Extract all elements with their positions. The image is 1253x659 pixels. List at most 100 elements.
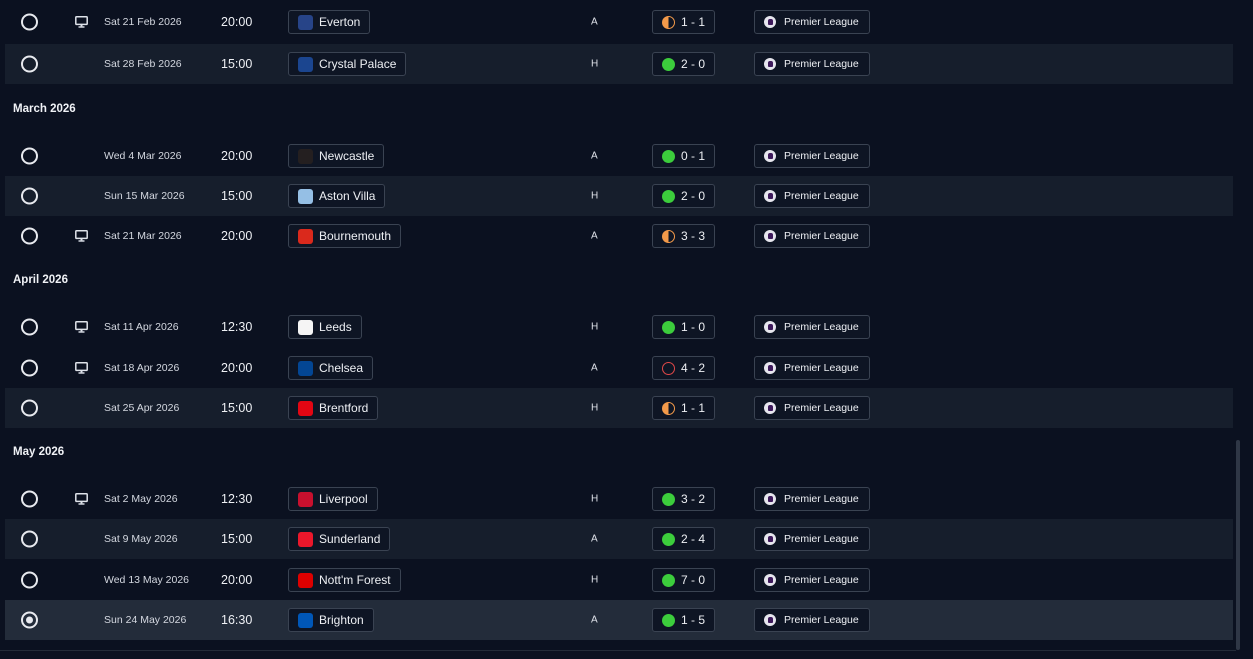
month-header: April 2026 — [5, 261, 1233, 303]
venue: H — [591, 402, 599, 414]
opponent-name: Bournemouth — [319, 229, 392, 243]
opponent-button[interactable]: Brighton — [288, 608, 374, 632]
everton-crest-icon — [298, 14, 313, 30]
fixture-row[interactable]: Sat 21 Mar 2026 20:00 Bournemouth A 3 - … — [5, 216, 1233, 256]
fixture-row[interactable]: Wed 4 Mar 2026 20:00 Newcastle A 0 - 1 P… — [5, 136, 1233, 176]
premier-league-icon — [764, 16, 776, 28]
fixture-date: Sat 25 Apr 2026 — [104, 402, 180, 414]
fixture-row[interactable]: Sat 9 May 2026 15:00 Sunderland A 2 - 4 … — [5, 519, 1233, 559]
opponent-button[interactable]: Nott'm Forest — [288, 568, 401, 592]
fixture-row[interactable]: Sat 28 Feb 2026 15:00 Crystal Palace H 2… — [5, 44, 1233, 84]
result-button[interactable]: 1 - 0 — [652, 315, 716, 339]
competition-button[interactable]: Premier League — [754, 608, 870, 632]
premier-league-icon — [764, 493, 776, 505]
venue: H — [591, 190, 599, 202]
win-indicator-icon — [662, 57, 675, 71]
opponent-button[interactable]: Bournemouth — [288, 224, 402, 248]
fixture-time: 20:00 — [221, 361, 253, 375]
fixture-radio[interactable] — [21, 490, 38, 508]
fixture-radio[interactable] — [21, 611, 38, 629]
competition-name: Premier League — [784, 16, 859, 28]
opponent-button[interactable]: Sunderland — [288, 527, 391, 551]
opponent-button[interactable]: Brentford — [288, 396, 379, 420]
result-button[interactable]: 1 - 1 — [652, 10, 716, 34]
result-button[interactable]: 1 - 5 — [652, 608, 716, 632]
fixture-row[interactable]: Sun 15 Mar 2026 15:00 Aston Villa H 2 - … — [5, 176, 1233, 216]
crystal-palace-crest-icon — [298, 56, 313, 72]
competition-button[interactable]: Premier League — [754, 10, 870, 34]
fixture-radio[interactable] — [21, 147, 38, 165]
score: 4 - 2 — [681, 361, 706, 375]
venue: A — [591, 150, 598, 162]
competition-button[interactable]: Premier League — [754, 144, 870, 168]
tv-icon — [75, 362, 88, 374]
competition-name: Premier League — [784, 58, 859, 70]
fixture-row[interactable]: Wed 13 May 2026 20:00 Nott'm Forest H 7 … — [5, 560, 1233, 600]
fixture-radio[interactable] — [21, 187, 38, 205]
win-indicator-icon — [662, 189, 675, 203]
fixture-radio[interactable] — [21, 55, 38, 73]
result-button[interactable]: 0 - 1 — [652, 144, 716, 168]
fixture-time: 20:00 — [221, 573, 253, 587]
opponent-button[interactable]: Crystal Palace — [288, 52, 407, 76]
win-indicator-icon — [662, 573, 675, 587]
scrollbar-thumb[interactable] — [1236, 440, 1240, 650]
fixture-row[interactable]: Sat 18 Apr 2026 20:00 Chelsea A 4 - 2 Pr… — [5, 348, 1233, 388]
fixture-radio[interactable] — [21, 359, 38, 377]
opponent-button[interactable]: Everton — [288, 10, 371, 34]
result-button[interactable]: 2 - 0 — [652, 184, 716, 208]
opponent-button[interactable]: Newcastle — [288, 144, 385, 168]
fixture-row[interactable]: Sat 25 Apr 2026 15:00 Brentford H 1 - 1 … — [5, 388, 1233, 428]
opponent-name: Chelsea — [319, 361, 364, 375]
newcastle-crest-icon — [298, 148, 313, 164]
result-button[interactable]: 3 - 2 — [652, 487, 716, 511]
fixture-row[interactable]: Sat 2 May 2026 12:30 Liverpool H 3 - 2 P… — [5, 479, 1233, 519]
fixture-row[interactable]: Sun 24 May 2026 16:30 Brighton A 1 - 5 P… — [5, 600, 1233, 640]
result-button[interactable]: 2 - 0 — [652, 52, 716, 76]
score: 7 - 0 — [681, 573, 706, 587]
fixture-radio[interactable] — [21, 530, 38, 548]
premier-league-icon — [764, 150, 776, 162]
competition-button[interactable]: Premier League — [754, 52, 870, 76]
fixture-date: Sat 2 May 2026 — [104, 493, 178, 505]
result-button[interactable]: 7 - 0 — [652, 568, 716, 592]
opponent-name: Brentford — [319, 401, 369, 415]
fixture-date: Wed 4 Mar 2026 — [104, 150, 182, 162]
fixture-radio[interactable] — [21, 13, 38, 31]
fixture-radio[interactable] — [21, 318, 38, 336]
result-button[interactable]: 4 - 2 — [652, 356, 716, 380]
month-header: March 2026 — [5, 90, 1233, 132]
competition-name: Premier League — [784, 614, 859, 626]
competition-button[interactable]: Premier League — [754, 356, 870, 380]
competition-button[interactable]: Premier League — [754, 184, 870, 208]
score: 2 - 0 — [681, 189, 706, 203]
competition-button[interactable]: Premier League — [754, 487, 870, 511]
premier-league-icon — [764, 402, 776, 414]
score: 1 - 0 — [681, 320, 706, 334]
result-button[interactable]: 2 - 4 — [652, 527, 716, 551]
fixture-radio[interactable] — [21, 399, 38, 417]
competition-name: Premier League — [784, 362, 859, 374]
competition-button[interactable]: Premier League — [754, 568, 870, 592]
competition-button[interactable]: Premier League — [754, 224, 870, 248]
opponent-button[interactable]: Aston Villa — [288, 184, 386, 208]
fixture-radio[interactable] — [21, 571, 38, 589]
fixture-date: Sun 15 Mar 2026 — [104, 190, 185, 202]
result-button[interactable]: 3 - 3 — [652, 224, 716, 248]
draw-indicator-icon — [662, 229, 675, 243]
score: 0 - 1 — [681, 149, 706, 163]
competition-name: Premier League — [784, 321, 859, 333]
opponent-button[interactable]: Leeds — [288, 315, 362, 339]
venue: A — [591, 362, 598, 374]
fixture-row[interactable]: Sat 21 Feb 2026 20:00 Everton A 1 - 1 Pr… — [5, 2, 1233, 42]
leeds-crest-icon — [298, 319, 313, 335]
competition-button[interactable]: Premier League — [754, 315, 870, 339]
competition-button[interactable]: Premier League — [754, 527, 870, 551]
fixture-row[interactable]: Sat 11 Apr 2026 12:30 Leeds H 1 - 0 Prem… — [5, 307, 1233, 347]
opponent-button[interactable]: Liverpool — [288, 487, 378, 511]
result-button[interactable]: 1 - 1 — [652, 396, 716, 420]
opponent-button[interactable]: Chelsea — [288, 356, 374, 380]
premier-league-icon — [764, 58, 776, 70]
competition-button[interactable]: Premier League — [754, 396, 870, 420]
fixture-radio[interactable] — [21, 227, 38, 245]
